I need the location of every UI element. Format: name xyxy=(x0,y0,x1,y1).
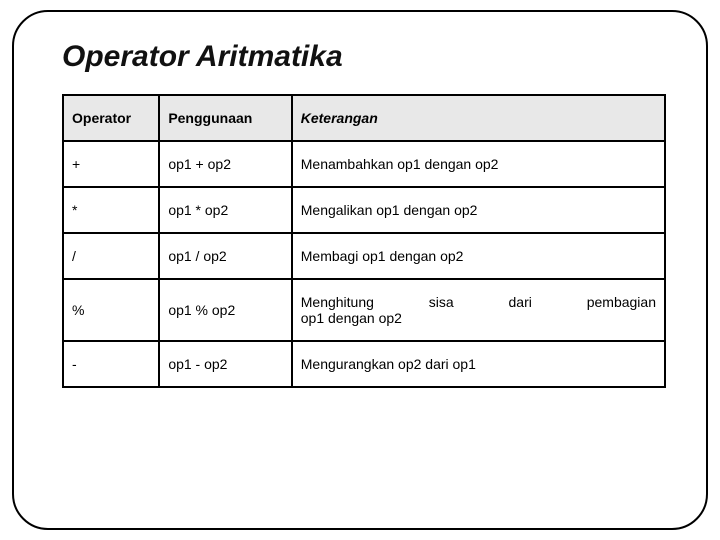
col-header-penggunaan: Penggunaan xyxy=(159,95,291,141)
cell-operator: * xyxy=(63,187,159,233)
cell-desc: Menghitung sisa dari pembagian op1 denga… xyxy=(292,279,665,341)
cell-desc: Menambahkan op1 dengan op2 xyxy=(292,141,665,187)
cell-desc-line2: op1 dengan op2 xyxy=(301,310,656,326)
cell-usage: op1 + op2 xyxy=(159,141,291,187)
page-title: Operator Aritmatika xyxy=(62,40,666,74)
cell-desc: Mengurangkan op2 dari op1 xyxy=(292,341,665,387)
cell-operator: + xyxy=(63,141,159,187)
table-row: * op1 * op2 Mengalikan op1 dengan op2 xyxy=(63,187,665,233)
cell-desc-line1: Menghitung sisa dari pembagian xyxy=(301,294,656,310)
table-row: / op1 / op2 Membagi op1 dengan op2 xyxy=(63,233,665,279)
operator-table: Operator Penggunaan Keterangan + op1 + o… xyxy=(62,94,666,388)
cell-usage: op1 - op2 xyxy=(159,341,291,387)
table-row: - op1 - op2 Mengurangkan op2 dari op1 xyxy=(63,341,665,387)
col-header-operator: Operator xyxy=(63,95,159,141)
table-row: % op1 % op2 Menghitung sisa dari pembagi… xyxy=(63,279,665,341)
cell-usage: op1 * op2 xyxy=(159,187,291,233)
cell-desc: Membagi op1 dengan op2 xyxy=(292,233,665,279)
slide-frame: Operator Aritmatika Operator Penggunaan … xyxy=(12,10,708,530)
table-row: + op1 + op2 Menambahkan op1 dengan op2 xyxy=(63,141,665,187)
cell-usage: op1 % op2 xyxy=(159,279,291,341)
cell-operator: - xyxy=(63,341,159,387)
table-header-row: Operator Penggunaan Keterangan xyxy=(63,95,665,141)
cell-usage: op1 / op2 xyxy=(159,233,291,279)
cell-desc: Mengalikan op1 dengan op2 xyxy=(292,187,665,233)
col-header-keterangan: Keterangan xyxy=(292,95,665,141)
cell-operator: / xyxy=(63,233,159,279)
cell-operator: % xyxy=(63,279,159,341)
